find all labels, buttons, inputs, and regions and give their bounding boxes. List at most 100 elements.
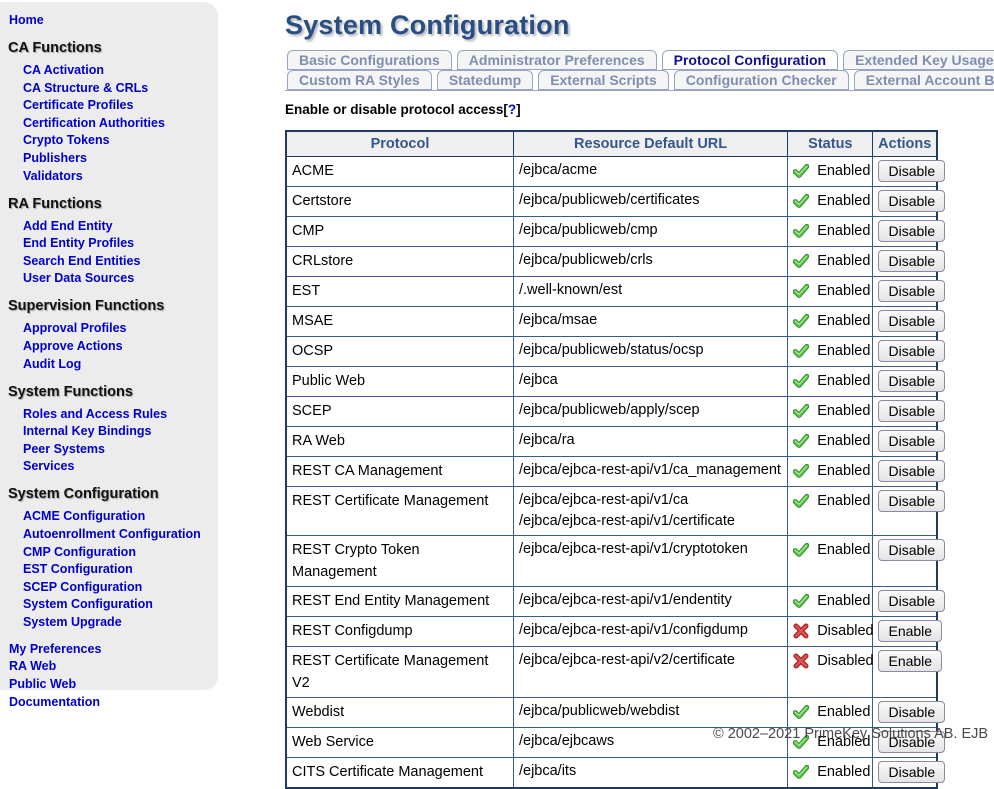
resource-url-cell: /ejbca/publicweb/webdist (512, 697, 789, 728)
sidebar-item-search-end-entities[interactable]: Search End Entities (23, 253, 141, 268)
protocol-name-cell: Web Service (285, 727, 514, 758)
actions-cell: Disable (872, 727, 946, 758)
tab-custom-ra-styles[interactable]: Custom RA Styles (287, 70, 432, 90)
protocol-name-cell: EST (285, 276, 514, 307)
sidebar-item-ra-web[interactable]: RA Web (9, 659, 57, 674)
resource-url-cell: /ejbca/publicweb/certificates (512, 186, 789, 217)
disable-button-crlstore[interactable]: Disable (878, 250, 946, 272)
sidebar-section-header-ca-functions: CA Functions (8, 40, 102, 56)
disable-button-cits-certificate-management[interactable]: Disable (878, 761, 946, 783)
main-content: System Configuration Basic Configuration… (285, 6, 994, 789)
sidebar-item-documentation[interactable]: Documentation (9, 694, 100, 709)
disable-button-rest-ca-management[interactable]: Disable (878, 460, 946, 482)
sidebar-item-autoenrollment-configuration[interactable]: Autoenrollment Configuration (23, 526, 201, 541)
disable-button-ocsp[interactable]: Disable (878, 340, 946, 362)
actions-cell: Disable (872, 186, 946, 217)
sidebar-item-system-configuration[interactable]: System Configuration (23, 597, 153, 612)
check-icon (793, 734, 810, 749)
sidebar-item-certification-authorities[interactable]: Certification Authorities (23, 115, 165, 130)
disable-button-certstore[interactable]: Disable (878, 190, 946, 212)
actions-cell: Disable (872, 156, 946, 187)
sidebar-item-system-upgrade[interactable]: System Upgrade (23, 614, 122, 629)
disable-button-scep[interactable]: Disable (878, 400, 946, 422)
sidebar-item-end-entity-profiles[interactable]: End Entity Profiles (23, 236, 135, 251)
sidebar-item-roles-and-access-rules[interactable]: Roles and Access Rules (23, 406, 168, 421)
resource-url: /ejbca/ejbca-rest-api/v2/certificate (518, 652, 735, 668)
sidebar-item-certificate-profiles[interactable]: Certificate Profiles (23, 98, 134, 113)
intro-label: Enable or disable protocol access (285, 102, 504, 117)
disable-button-webdist[interactable]: Disable (878, 701, 946, 723)
sidebar-item-user-data-sources[interactable]: User Data Sources (23, 271, 135, 286)
actions-cell: Disable (872, 306, 946, 337)
protocol-name-cell: REST Configdump (285, 616, 514, 647)
sidebar-item-cmp-configuration[interactable]: CMP Configuration (23, 544, 136, 559)
resource-url-cell: /ejbca/ejbca-rest-api/v1/ca/ejbca/ejbca-… (512, 486, 789, 536)
check-icon (793, 313, 810, 328)
resource-url-cell: /ejbca/publicweb/crls (512, 246, 789, 277)
status-cell: Enabled (787, 366, 874, 397)
sidebar-item-approve-actions[interactable]: Approve Actions (23, 338, 123, 353)
disable-button-rest-end-entity-management[interactable]: Disable (878, 590, 946, 612)
help-link[interactable]: ? (507, 102, 517, 117)
disable-button-cmp[interactable]: Disable (878, 220, 946, 242)
status-indicator: Enabled (793, 701, 870, 723)
status-indicator: Enabled (793, 220, 871, 242)
actions-cell: Disable (872, 535, 946, 587)
disable-button-est[interactable]: Disable (878, 280, 946, 302)
protocol-name-cell: RA Web (285, 426, 514, 457)
disable-button-rest-crypto-token-management[interactable]: Disable (878, 539, 946, 561)
protocol-name-cell: SCEP (285, 396, 514, 427)
status-indicator: Enabled (793, 400, 870, 422)
enable-button-rest-certificate-management-v2[interactable]: Enable (878, 650, 943, 672)
disable-button-public-web[interactable]: Disable (878, 370, 946, 392)
tab-configuration-checker[interactable]: Configuration Checker (673, 70, 849, 90)
protocol-name-cell: REST Crypto Token Management (285, 535, 514, 587)
status-label: Enabled (817, 313, 871, 329)
tab-basic-configurations[interactable]: Basic Configurations (287, 50, 452, 70)
actions-cell: Disable (872, 697, 946, 728)
disable-button-ra-web[interactable]: Disable (878, 430, 946, 452)
protocol-name-cell: REST CA Management (285, 456, 514, 487)
status-indicator: Enabled (793, 370, 870, 392)
check-icon (793, 704, 810, 719)
sidebar-item-scep-configuration[interactable]: SCEP Configuration (23, 579, 143, 594)
actions-cell: Disable (872, 246, 946, 277)
sidebar-item-internal-key-bindings[interactable]: Internal Key Bindings (23, 424, 152, 439)
resource-url: /ejbca/publicweb/apply/scep (518, 402, 700, 418)
sidebar-section-header-ra-functions: RA Functions (8, 195, 102, 212)
status-label: Enabled (817, 223, 871, 239)
sidebar-item-services[interactable]: Services (23, 459, 75, 474)
disable-button-rest-certificate-management[interactable]: Disable (878, 490, 946, 512)
column-header-resource-default-url: Resource Default URL (512, 130, 789, 157)
disable-button-msae[interactable]: Disable (878, 310, 946, 332)
sidebar-item-ca-activation[interactable]: CA Activation (23, 63, 105, 77)
sidebar-item-validators[interactable]: Validators (23, 168, 83, 183)
check-icon (793, 542, 810, 557)
column-header-status: Status (787, 130, 874, 157)
sidebar-item-my-preferences[interactable]: My Preferences (9, 641, 102, 656)
resource-url: /ejbca/ejbcaws (518, 733, 615, 749)
sidebar-item-audit-log[interactable]: Audit Log (23, 356, 82, 371)
tab-statedump[interactable]: Statedump (436, 70, 534, 90)
tab-external-account-bindings[interactable]: External Account Bindings (853, 70, 994, 90)
sidebar-item-home[interactable]: Home (9, 13, 44, 27)
tab-external-scripts[interactable]: External Scripts (538, 70, 669, 90)
sidebar-item-peer-systems[interactable]: Peer Systems (23, 441, 106, 456)
sidebar-item-approval-profiles[interactable]: Approval Profiles (23, 321, 127, 336)
tab-administrator-preferences[interactable]: Administrator Preferences (456, 50, 657, 70)
disable-button-acme[interactable]: Disable (878, 160, 946, 182)
tab-protocol-configuration[interactable]: Protocol Configuration (661, 50, 839, 70)
sidebar-item-publishers[interactable]: Publishers (23, 150, 87, 165)
actions-cell: Disable (872, 366, 946, 397)
sidebar-item-crypto-tokens[interactable]: Crypto Tokens (23, 133, 110, 148)
table-row-rest-ca-management: REST CA Management/ejbca/ejbca-rest-api/… (285, 456, 946, 487)
tab-extended-key-usages[interactable]: Extended Key Usages (843, 50, 994, 70)
sidebar-item-add-end-entity[interactable]: Add End Entity (23, 218, 113, 233)
disable-button-web-service[interactable]: Disable (878, 731, 946, 753)
sidebar-item-ca-structure-crls[interactable]: CA Structure & CRLs (23, 80, 149, 95)
resource-url-cell: /ejbca/ejbca-rest-api/v1/cryptotoken (512, 535, 789, 587)
sidebar-item-public-web[interactable]: Public Web (9, 677, 77, 692)
enable-button-rest-configdump[interactable]: Enable (878, 620, 943, 642)
sidebar-item-acme-configuration[interactable]: ACME Configuration (23, 509, 146, 524)
sidebar-item-est-configuration[interactable]: EST Configuration (23, 562, 133, 577)
